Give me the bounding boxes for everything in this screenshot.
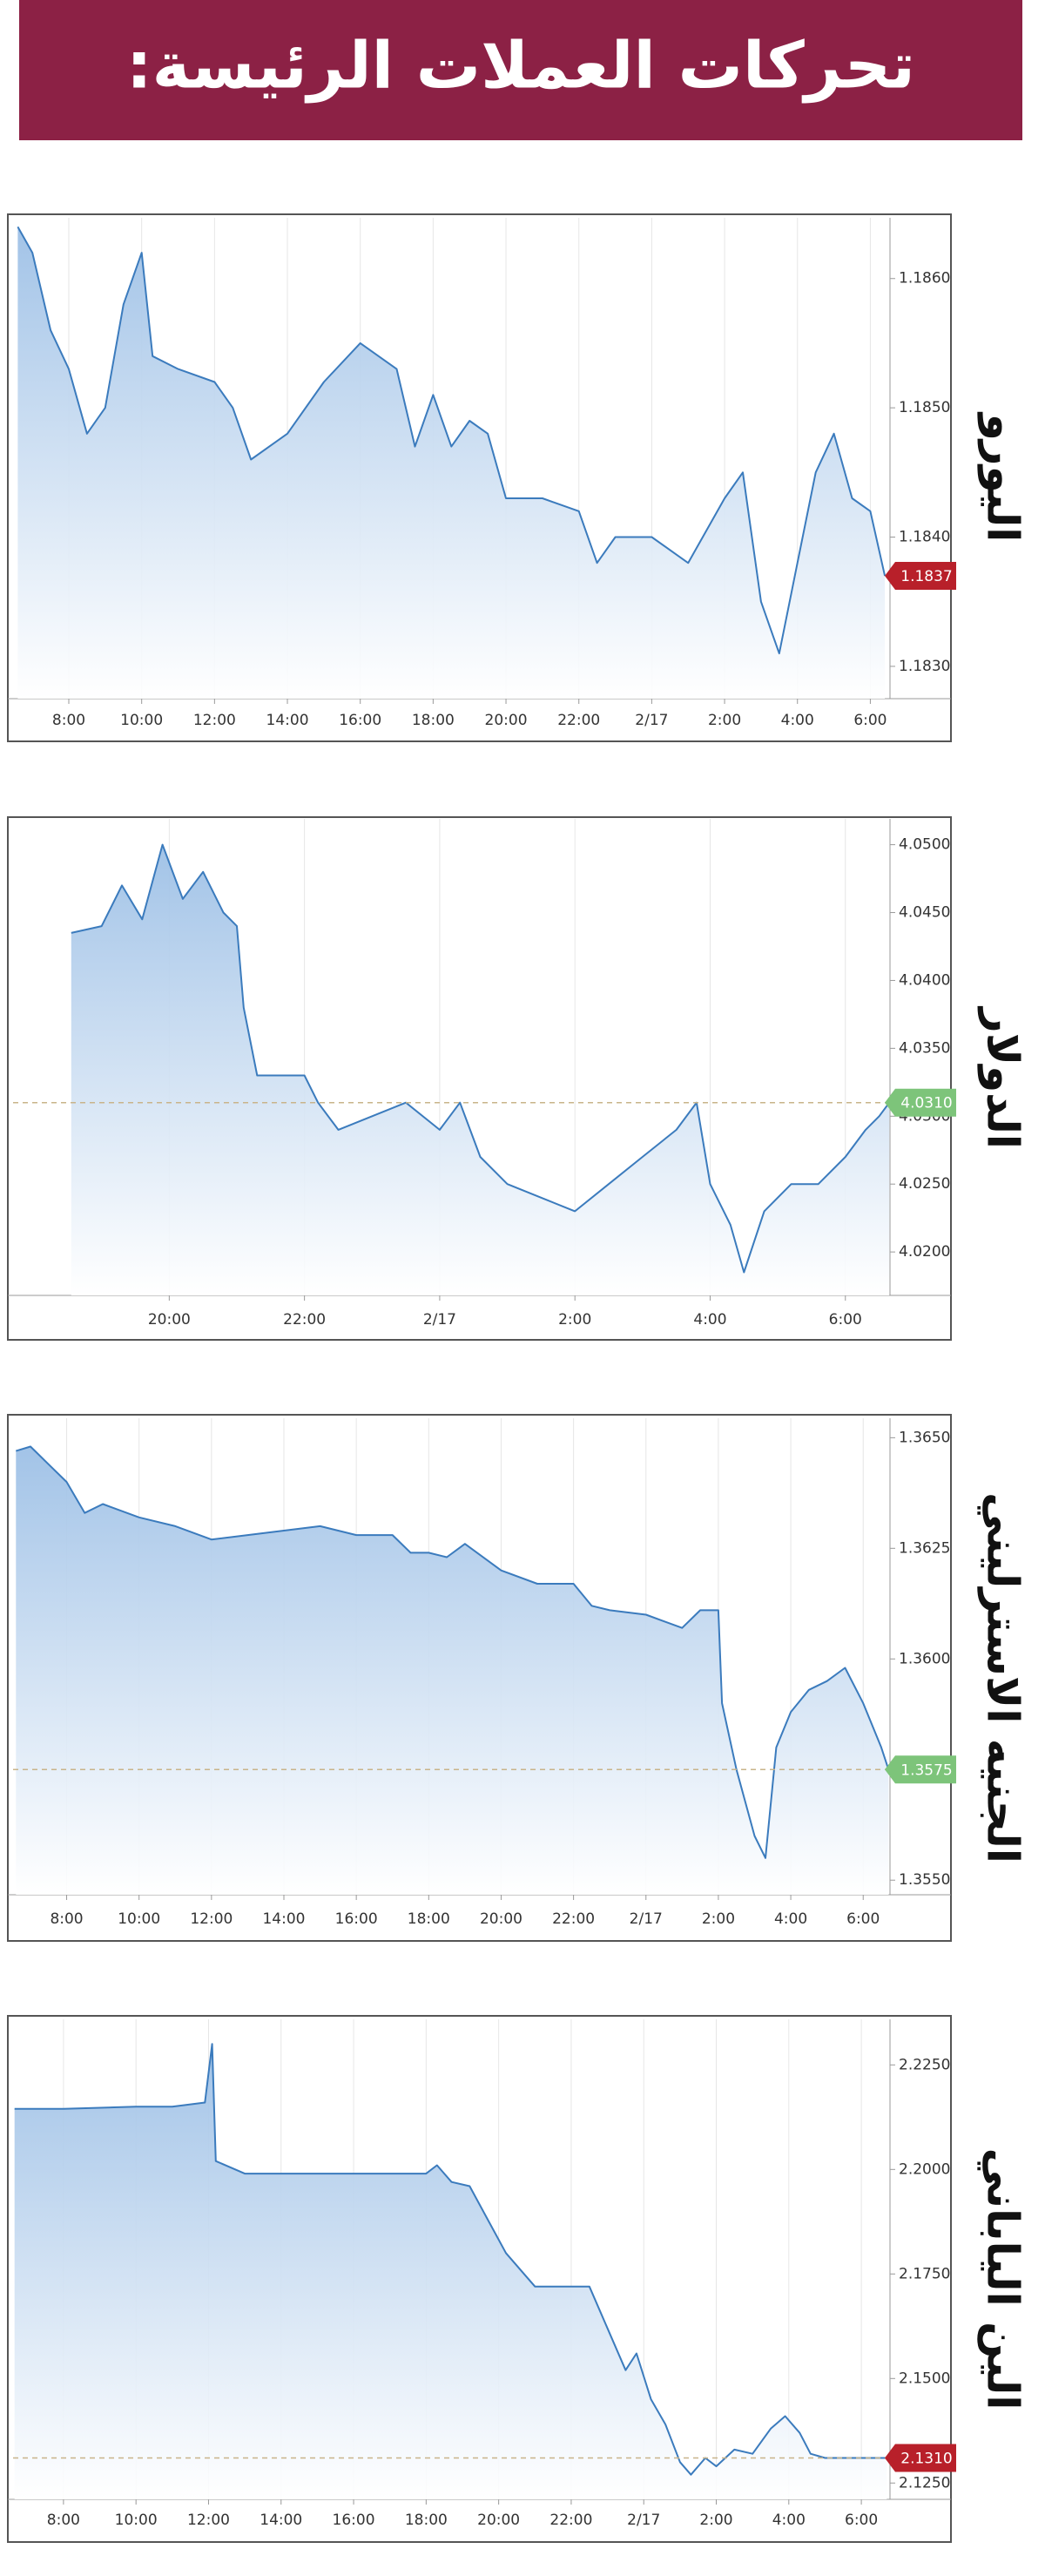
x-tick-label: 6:00	[829, 1311, 862, 1329]
x-tick-label: 6:00	[853, 712, 887, 729]
header-title: تحركات العملات الرئيسة:	[126, 29, 915, 104]
y-tick-label: 4.0500	[899, 836, 950, 854]
current-label: 2.1310	[900, 2450, 952, 2467]
x-tick-label: 8:00	[47, 2512, 80, 2529]
x-tick-label: 12:00	[193, 712, 236, 729]
price-line	[17, 226, 887, 655]
y-tick-label: 1.1850	[899, 399, 950, 416]
y-tick-label: 2.2250	[899, 2056, 950, 2073]
x-tick-label: 20:00	[477, 2512, 520, 2529]
y-tick-label: 4.0350	[899, 1039, 950, 1057]
x-tick-label: 2:00	[558, 1311, 591, 1329]
price-line	[71, 843, 891, 1274]
x-tick-label: 4:00	[693, 1311, 726, 1329]
x-tick-label: 6:00	[846, 1910, 880, 1928]
chart-title: الدولار	[977, 1005, 1028, 1149]
x-tick-label: 18:00	[412, 712, 455, 729]
x-tick-label: 12:00	[190, 1910, 233, 1928]
area-fill	[14, 2044, 887, 2499]
x-tick-label: 20:00	[148, 1311, 191, 1329]
y-tick-label: 2.1750	[899, 2265, 950, 2282]
x-tick-label: 10:00	[115, 2512, 158, 2529]
x-tick-label: 2:00	[699, 2512, 732, 2529]
header-band	[19, 0, 1022, 140]
y-tick-label: 1.1840	[899, 529, 950, 546]
x-tick-label: 18:00	[405, 2512, 448, 2529]
current-label: 4.0310	[900, 1095, 952, 1112]
current-marker	[885, 1755, 956, 1784]
x-tick-label: 2:00	[708, 712, 741, 729]
area-fill	[71, 844, 890, 1295]
x-tick-label: 22:00	[552, 1910, 595, 1928]
x-tick-label: 22:00	[283, 1311, 326, 1329]
current-marker	[885, 2444, 956, 2472]
y-tick-label: 1.3600	[899, 1650, 950, 1667]
x-tick-label: 4:00	[781, 712, 814, 729]
x-tick-label: 12:00	[187, 2512, 230, 2529]
x-tick-label: 22:00	[557, 712, 600, 729]
x-tick-label: 18:00	[408, 1910, 450, 1928]
x-tick-label: 2/17	[630, 1910, 663, 1928]
x-tick-label: 16:00	[335, 1910, 378, 1928]
x-tick-label: 14:00	[266, 712, 309, 729]
x-tick-label: 2/17	[627, 2512, 660, 2529]
current-marker	[885, 1088, 956, 1117]
x-tick-label: 2:00	[702, 1910, 735, 1928]
x-tick-label: 16:00	[339, 712, 381, 729]
x-tick-label: 4:00	[774, 1910, 807, 1928]
y-tick-label: 1.3650	[899, 1429, 950, 1446]
price-line	[16, 1445, 890, 1859]
area-fill	[17, 226, 886, 699]
y-tick-label: 4.0200	[899, 1243, 950, 1261]
x-tick-label: 2/17	[423, 1311, 456, 1329]
x-tick-label: 10:00	[118, 1910, 160, 1928]
chart-title: الجنيه الاسترليني	[977, 1492, 1028, 1863]
y-tick-label: 4.0250	[899, 1175, 950, 1193]
current-marker	[885, 562, 956, 591]
y-tick-label: 4.0400	[899, 971, 950, 989]
current-label: 1.1837	[900, 568, 952, 585]
x-tick-label: 2/17	[635, 712, 668, 729]
x-tick-label: 14:00	[262, 1910, 305, 1928]
x-tick-label: 4:00	[772, 2512, 806, 2529]
y-tick-label: 1.3550	[899, 1871, 950, 1889]
y-tick-label: 4.0450	[899, 904, 950, 922]
price-line	[14, 2043, 887, 2476]
y-tick-label: 2.1250	[899, 2474, 950, 2491]
x-tick-label: 14:00	[260, 2512, 302, 2529]
x-tick-label: 10:00	[120, 712, 163, 729]
x-tick-label: 8:00	[52, 712, 85, 729]
x-tick-label: 20:00	[485, 712, 528, 729]
y-tick-label: 1.1860	[899, 270, 950, 287]
y-tick-label: 1.3625	[899, 1539, 950, 1557]
y-tick-label: 1.1830	[899, 658, 950, 675]
current-label: 1.3575	[900, 1761, 952, 1779]
y-tick-label: 2.1500	[899, 2370, 950, 2387]
x-tick-label: 16:00	[333, 2512, 375, 2529]
chart-title: اليورو	[977, 411, 1028, 543]
x-tick-label: 6:00	[845, 2512, 878, 2529]
chart-title: الين الياباني	[977, 2148, 1028, 2410]
area-fill	[16, 1446, 889, 1895]
x-tick-label: 8:00	[50, 1910, 83, 1928]
x-tick-label: 22:00	[549, 2512, 592, 2529]
y-tick-label: 2.2000	[899, 2160, 950, 2178]
x-tick-label: 20:00	[480, 1910, 522, 1928]
